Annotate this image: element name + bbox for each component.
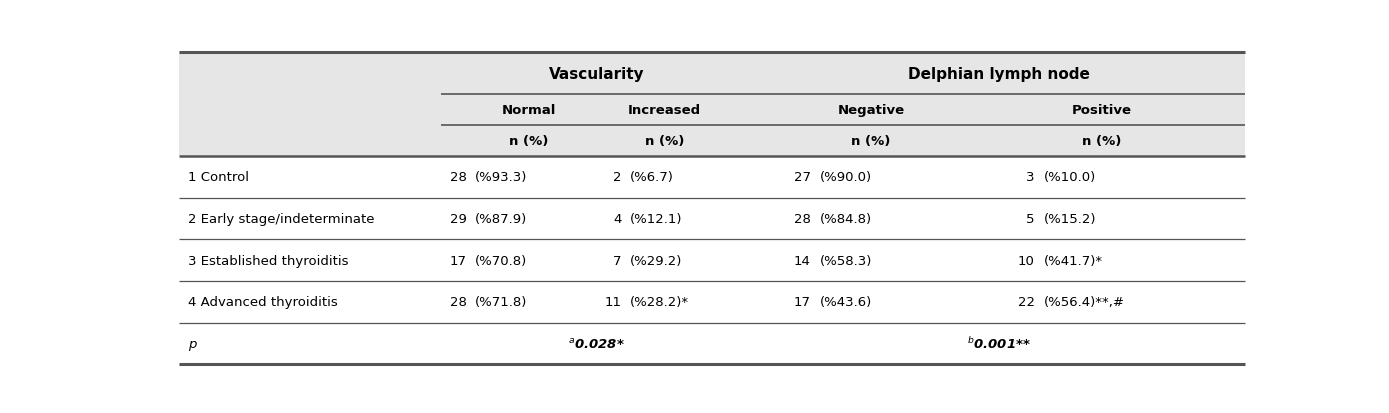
Text: (%6.7): (%6.7): [631, 171, 674, 184]
Text: 4: 4: [613, 212, 621, 225]
Bar: [179, 95, 1245, 126]
Text: (%29.2): (%29.2): [631, 254, 682, 267]
Text: 28: 28: [450, 171, 467, 184]
Text: 14: 14: [795, 254, 811, 267]
Text: 2: 2: [613, 171, 621, 184]
Text: Positive: Positive: [1071, 104, 1132, 117]
Text: n (%): n (%): [1082, 135, 1121, 148]
Text: 17: 17: [450, 254, 467, 267]
Text: (%58.3): (%58.3): [820, 254, 872, 267]
Text: (%93.3): (%93.3): [475, 171, 528, 184]
Text: Increased: Increased: [628, 104, 701, 117]
Text: Vascularity: Vascularity: [549, 66, 644, 81]
Text: $^{a}$0.028*: $^{a}$0.028*: [568, 337, 625, 351]
Text: (%10.0): (%10.0): [1043, 171, 1096, 184]
Text: n (%): n (%): [510, 135, 549, 148]
Text: 11: 11: [604, 296, 621, 309]
Text: 7: 7: [613, 254, 621, 267]
Text: (%56.4)**,#: (%56.4)**,#: [1043, 296, 1125, 309]
Text: 17: 17: [795, 296, 811, 309]
Text: (%84.8): (%84.8): [820, 212, 872, 225]
Text: (%41.7)*: (%41.7)*: [1043, 254, 1103, 267]
Text: 5: 5: [1026, 212, 1035, 225]
Text: (%43.6): (%43.6): [820, 296, 872, 309]
Text: 3 Established thyroiditis: 3 Established thyroiditis: [188, 254, 349, 267]
Text: 3: 3: [1026, 171, 1035, 184]
Text: 28: 28: [450, 296, 467, 309]
Text: (%12.1): (%12.1): [631, 212, 682, 225]
Text: 28: 28: [795, 212, 811, 225]
Bar: [179, 126, 1245, 157]
Text: 22: 22: [1018, 296, 1035, 309]
Text: 29: 29: [450, 212, 467, 225]
Text: 4 Advanced thyroiditis: 4 Advanced thyroiditis: [188, 296, 338, 309]
Text: 2 Early stage/indeterminate: 2 Early stage/indeterminate: [188, 212, 374, 225]
Text: (%70.8): (%70.8): [475, 254, 528, 267]
Text: Delphian lymph node: Delphian lymph node: [908, 66, 1090, 81]
Text: n (%): n (%): [851, 135, 890, 148]
Text: (%15.2): (%15.2): [1043, 212, 1096, 225]
Bar: [179, 53, 1245, 95]
Text: 1 Control: 1 Control: [188, 171, 249, 184]
Text: (%28.2)*: (%28.2)*: [631, 296, 689, 309]
Text: n (%): n (%): [644, 135, 685, 148]
Text: (%90.0): (%90.0): [820, 171, 872, 184]
Text: (%71.8): (%71.8): [475, 296, 528, 309]
Text: $^{b}$0.001**: $^{b}$0.001**: [967, 336, 1031, 351]
Text: Normal: Normal: [501, 104, 556, 117]
Bar: [179, 198, 1245, 240]
Bar: [179, 281, 1245, 323]
Bar: [179, 240, 1245, 281]
Bar: [179, 323, 1245, 364]
Text: 10: 10: [1018, 254, 1035, 267]
Text: (%87.9): (%87.9): [475, 212, 528, 225]
Text: 27: 27: [795, 171, 811, 184]
Bar: [179, 157, 1245, 198]
Text: Negative: Negative: [838, 104, 904, 117]
Text: p: p: [188, 337, 196, 350]
